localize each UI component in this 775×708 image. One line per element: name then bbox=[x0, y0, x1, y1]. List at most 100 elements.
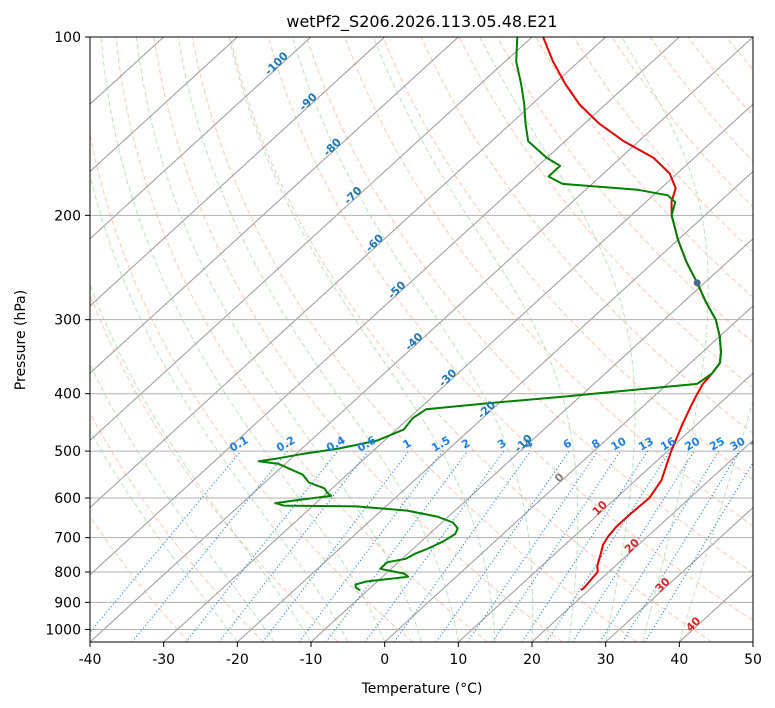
moist-adiabat-line bbox=[373, 37, 579, 642]
isotherm-line bbox=[605, 506, 753, 642]
moist-adiabat-line bbox=[177, 37, 459, 642]
dry-adiabat-line bbox=[611, 37, 753, 208]
dry-adiabat-line bbox=[649, 37, 753, 163]
dry-adiabat-line bbox=[268, 37, 753, 622]
y-tick-label: 600 bbox=[54, 491, 81, 507]
isotherm-line bbox=[90, 37, 680, 576]
dry-adiabat-line bbox=[535, 37, 753, 298]
isotherm-line bbox=[90, 37, 386, 307]
parcel-marker bbox=[693, 279, 701, 287]
isotherm-line bbox=[163, 103, 753, 642]
isotherm-line bbox=[90, 37, 459, 374]
moist-adiabat-line bbox=[90, 172, 349, 642]
dry-adiabat-line bbox=[191, 37, 638, 642]
mixing-ratio-label: 3 bbox=[495, 437, 508, 452]
dry-adiabat-line bbox=[687, 37, 753, 117]
plot-area bbox=[90, 37, 775, 642]
isotherm-line bbox=[90, 37, 238, 173]
dewpoint-profile-line bbox=[257, 37, 722, 592]
mixing-ratio-label: 2 bbox=[459, 437, 472, 452]
moist-adiabat-line bbox=[90, 429, 238, 642]
isotherm-line bbox=[90, 37, 753, 642]
x-tick-label: -10 bbox=[300, 652, 323, 668]
dry-adiabat-line bbox=[420, 37, 753, 435]
x-tick-label: -30 bbox=[152, 652, 175, 668]
mixing-ratio-line bbox=[644, 461, 753, 642]
dry-adiabat-label: -50 bbox=[385, 278, 408, 301]
mixing-ratio-line bbox=[467, 450, 599, 642]
isotherm-line bbox=[752, 641, 753, 642]
mixing-ratio-line bbox=[131, 450, 289, 642]
mixing-ratio-line bbox=[218, 450, 369, 642]
dry-adiabat-label: 20 bbox=[622, 536, 642, 556]
isotherm-line bbox=[310, 237, 753, 642]
mixing-ratio-line bbox=[545, 450, 671, 642]
isotherm-line bbox=[90, 37, 533, 442]
mixing-ratio-line bbox=[185, 450, 339, 642]
y-tick-label: 500 bbox=[54, 444, 81, 460]
isotherm-line bbox=[236, 170, 753, 642]
mixing-ratio-line bbox=[599, 450, 720, 642]
dry-adiabat-label: -60 bbox=[363, 231, 386, 254]
mixing-ratio-label: 8 bbox=[589, 437, 602, 452]
y-axis-label: Pressure (hPa) bbox=[13, 290, 29, 390]
mixing-ratio-line bbox=[364, 450, 505, 642]
mixing-ratio-line bbox=[90, 450, 242, 634]
dry-adiabat-line bbox=[229, 37, 712, 642]
dry-adiabat-line bbox=[306, 37, 753, 574]
x-tick-label: 30 bbox=[597, 652, 615, 668]
moist-adiabat-line bbox=[90, 283, 312, 642]
moist-adiabat-line bbox=[479, 37, 636, 642]
y-tick-label: 400 bbox=[54, 387, 81, 403]
moist-adiabat-line bbox=[90, 363, 275, 642]
x-tick-label: 20 bbox=[523, 652, 541, 668]
mixing-ratio-line bbox=[435, 450, 570, 642]
moist-adiabat-line bbox=[100, 37, 386, 642]
y-tick-label: 700 bbox=[54, 531, 81, 547]
dry-adiabat-label: -90 bbox=[297, 90, 320, 113]
dry-adiabat-line bbox=[90, 412, 264, 642]
mixing-ratio-line bbox=[393, 450, 531, 642]
moist-adiabat-line bbox=[678, 399, 753, 642]
mixing-ratio-label: 36 bbox=[748, 434, 768, 453]
dry-adiabat-line bbox=[382, 37, 753, 481]
dry-adiabat-label: -100 bbox=[262, 49, 291, 78]
moist-adiabat-line bbox=[291, 37, 534, 642]
dry-adiabat-line bbox=[153, 37, 563, 642]
x-tick-label: 40 bbox=[670, 652, 688, 668]
x-axis-label: Temperature (°C) bbox=[361, 681, 483, 697]
dry-adiabat-label: -40 bbox=[402, 330, 425, 353]
isotherm-line bbox=[457, 372, 753, 642]
temperature-profile-line bbox=[542, 37, 722, 592]
dry-adiabat-label: -30 bbox=[436, 366, 459, 389]
mixing-ratio-line bbox=[262, 450, 410, 642]
chart-title: wetPf2_S206.2026.113.05.48.E21 bbox=[286, 12, 557, 32]
x-tick-label: 0 bbox=[380, 652, 389, 668]
y-tick-label: 100 bbox=[54, 30, 81, 46]
y-tick-label: 300 bbox=[54, 313, 81, 329]
y-tick-label: 200 bbox=[54, 208, 81, 224]
mixing-ratio-line bbox=[325, 450, 469, 642]
isotherm-line bbox=[90, 37, 312, 240]
dry-adiabat-label: -80 bbox=[321, 135, 344, 158]
dry-adiabat-label: -70 bbox=[341, 184, 364, 207]
dry-adiabat-line bbox=[496, 37, 753, 344]
mixing-ratio-line bbox=[298, 450, 444, 642]
dry-adiabat-line bbox=[726, 37, 753, 71]
isotherm-line bbox=[384, 305, 753, 642]
dry-adiabat-label: 10 bbox=[590, 498, 610, 518]
x-tick-label: 10 bbox=[449, 652, 467, 668]
dry-adiabat-line bbox=[90, 131, 414, 642]
dry-adiabat-line bbox=[765, 37, 775, 642]
y-tick-label: 900 bbox=[54, 595, 81, 611]
moist-adiabat-line bbox=[228, 37, 496, 642]
plot-frame bbox=[89, 36, 754, 643]
x-tick-label: 50 bbox=[744, 652, 762, 668]
x-tick-label: -40 bbox=[79, 652, 102, 668]
x-tick-label: -20 bbox=[226, 652, 249, 668]
dry-adiabat-label: -20 bbox=[475, 398, 498, 421]
isotherm-line bbox=[531, 439, 753, 642]
isotherm-line bbox=[90, 37, 607, 509]
